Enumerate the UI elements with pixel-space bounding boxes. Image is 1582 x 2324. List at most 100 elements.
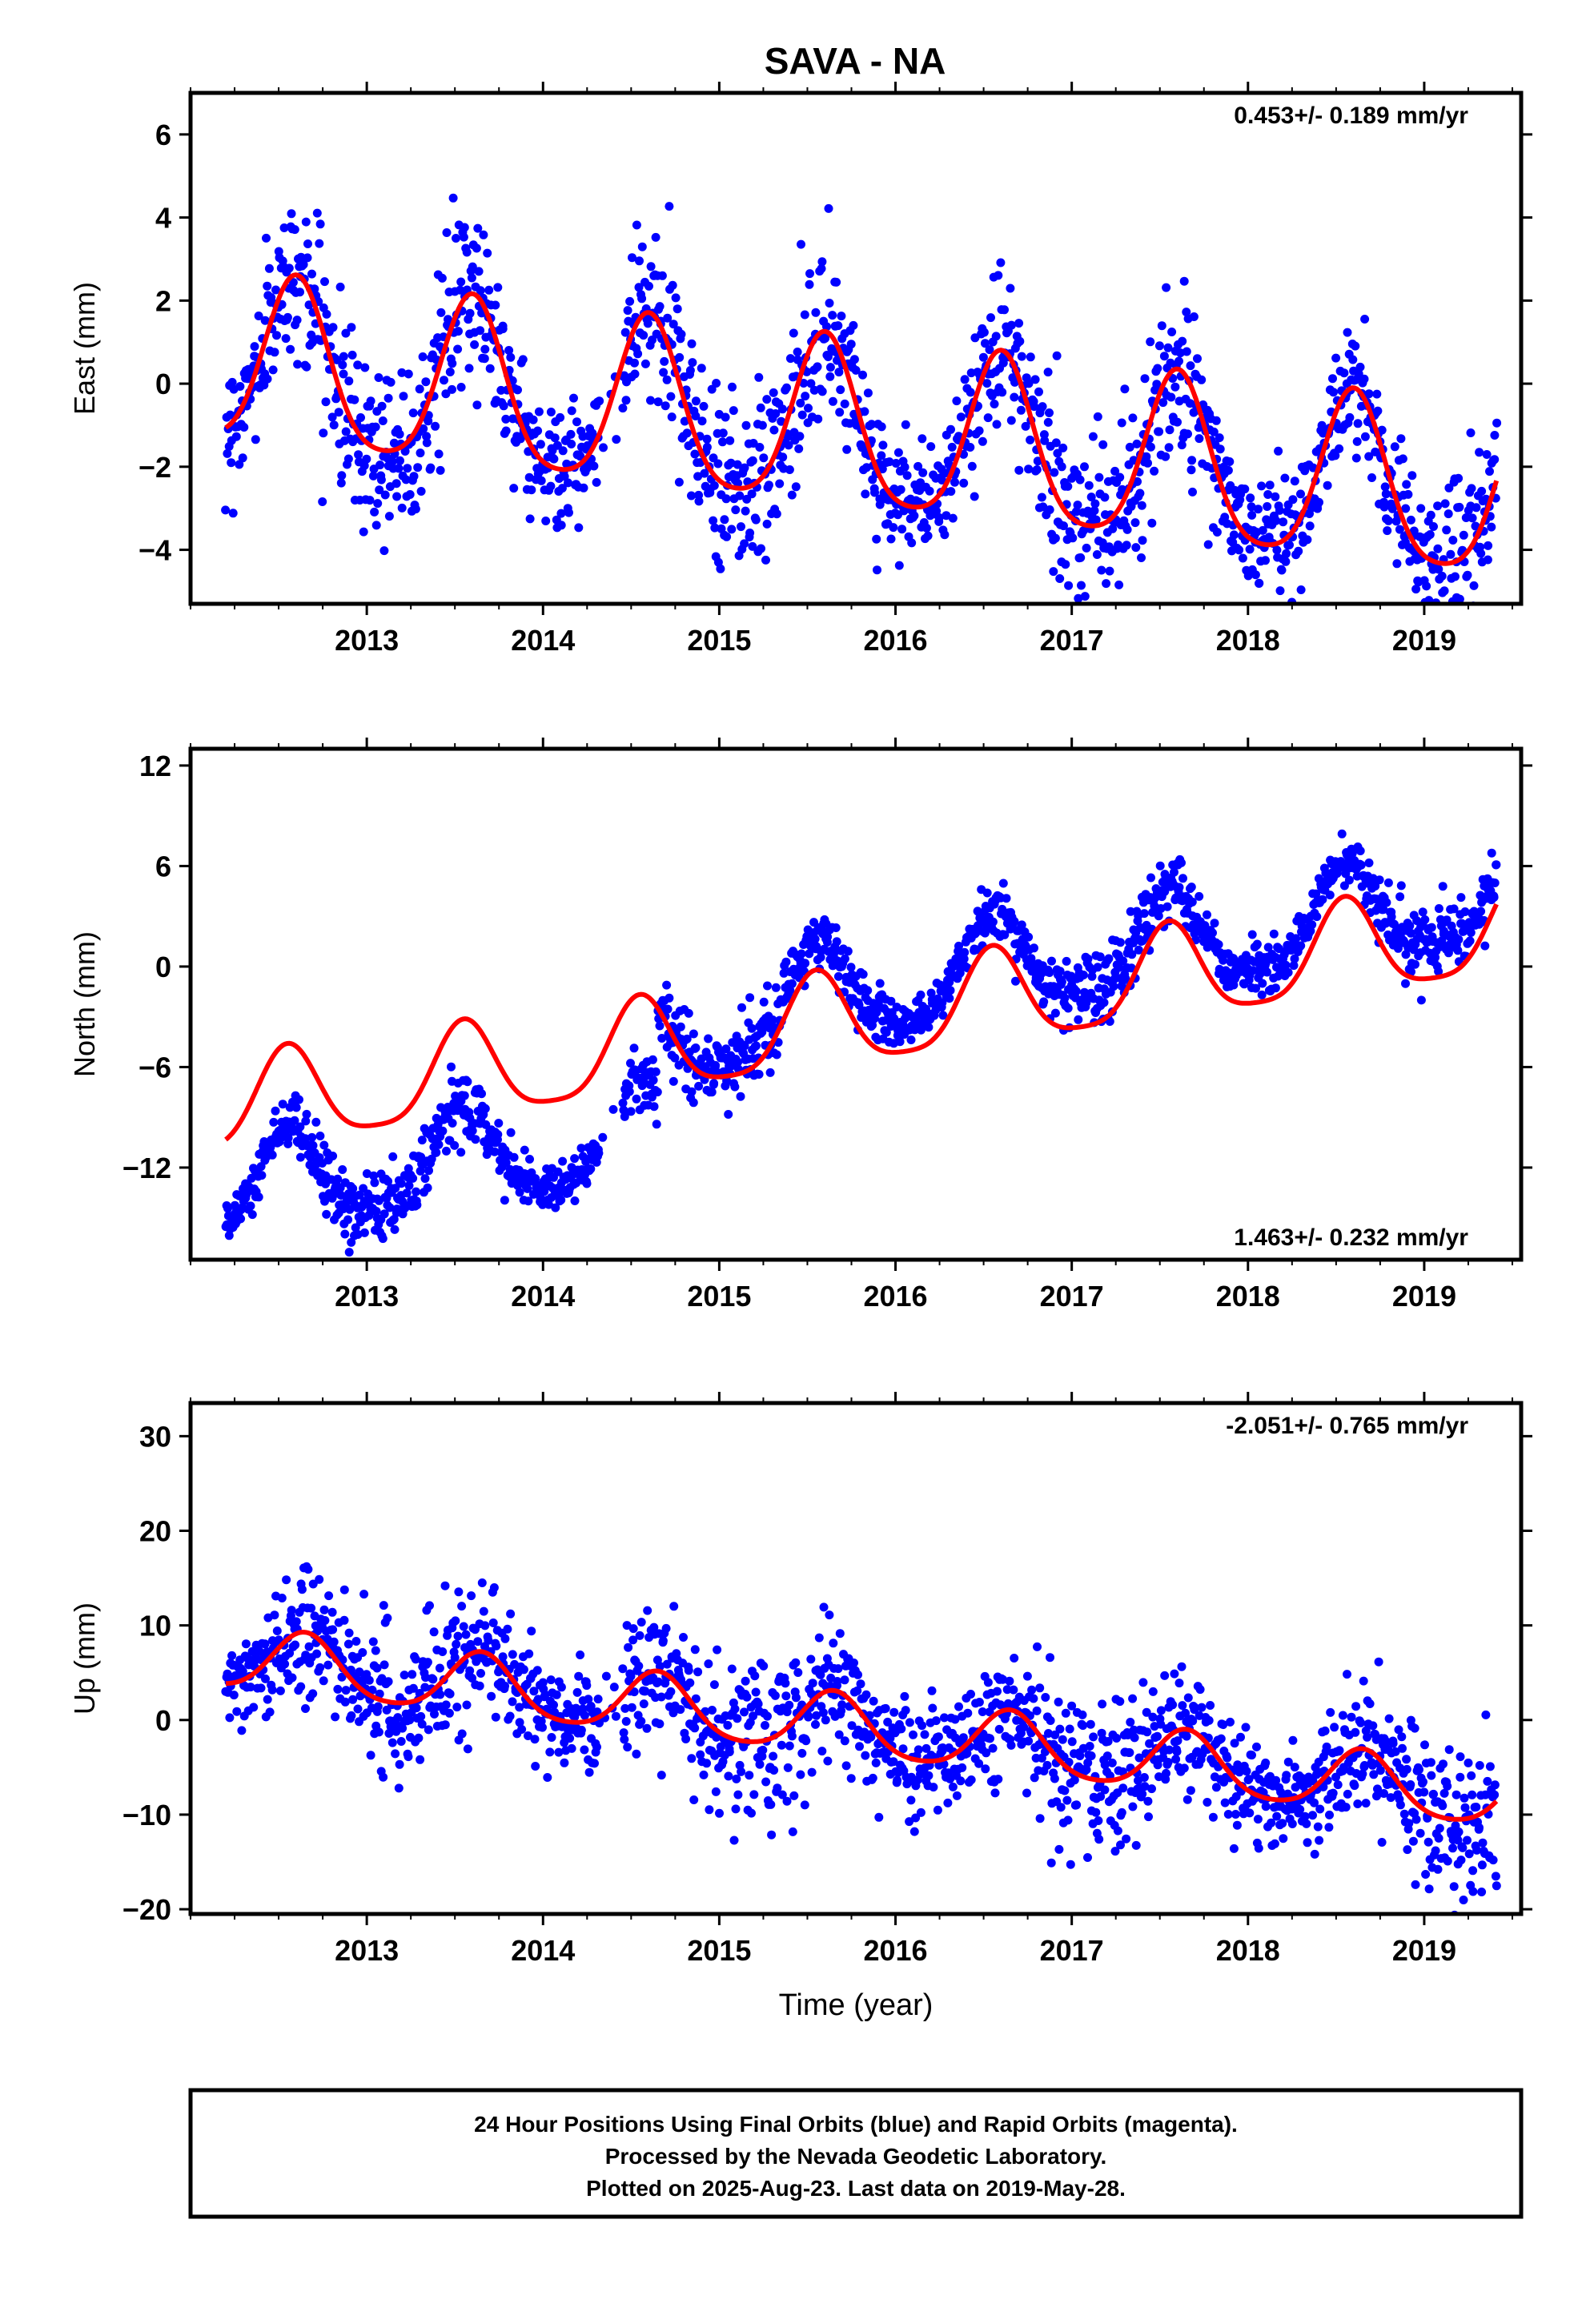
data-point <box>288 278 298 287</box>
data-point <box>693 472 703 481</box>
data-point <box>442 1146 451 1156</box>
data-point <box>871 1758 881 1767</box>
data-point <box>411 505 420 514</box>
data-point <box>1254 1844 1263 1853</box>
data-point <box>716 564 725 573</box>
data-point <box>552 440 562 450</box>
data-point <box>883 1717 893 1727</box>
data-point <box>877 451 886 460</box>
data-point <box>1006 283 1015 293</box>
data-point <box>1172 1747 1182 1756</box>
data-point <box>769 1766 779 1775</box>
data-point <box>557 484 567 493</box>
data-point <box>608 1104 618 1114</box>
data-point <box>1240 485 1250 494</box>
data-point <box>623 306 632 316</box>
data-point <box>1359 374 1369 384</box>
data-point <box>1055 967 1065 976</box>
data-point <box>456 285 465 295</box>
data-point <box>1485 467 1494 476</box>
data-point <box>1216 1734 1226 1743</box>
data-point <box>483 248 492 258</box>
data-point <box>1331 353 1341 363</box>
data-point <box>733 1714 742 1723</box>
data-point <box>366 396 375 406</box>
data-point <box>375 460 385 470</box>
data-point <box>709 1680 719 1690</box>
data-point <box>1396 434 1406 444</box>
data-point <box>1134 1753 1144 1763</box>
data-point <box>434 1140 444 1149</box>
data-point <box>337 1672 347 1682</box>
data-point <box>1223 465 1233 475</box>
data-point <box>812 1711 821 1720</box>
data-points <box>221 829 1501 1257</box>
data-point <box>1059 521 1068 531</box>
data-point <box>764 480 773 490</box>
data-point <box>946 986 955 995</box>
data-point <box>1288 495 1298 505</box>
data-point <box>1248 966 1258 975</box>
data-point <box>659 368 669 377</box>
data-point <box>821 1715 830 1725</box>
data-point <box>374 373 383 382</box>
data-point <box>301 217 311 227</box>
data-point <box>1434 904 1443 913</box>
data-point <box>665 993 674 1003</box>
data-point <box>637 294 647 304</box>
data-point <box>576 1651 585 1659</box>
data-point <box>463 1077 472 1087</box>
data-point <box>223 1204 232 1213</box>
data-point <box>1100 1785 1110 1795</box>
data-point <box>1166 392 1176 402</box>
y-tick-label: 4 <box>155 202 171 235</box>
data-point <box>1091 515 1101 525</box>
data-point <box>1117 1807 1126 1817</box>
data-point <box>801 959 810 968</box>
data-point <box>400 1671 409 1680</box>
data-point <box>247 1210 257 1220</box>
data-point <box>1110 1847 1120 1856</box>
data-point <box>284 263 294 273</box>
data-point <box>1364 452 1374 461</box>
data-point <box>436 308 446 317</box>
data-point <box>733 1790 743 1799</box>
data-point <box>290 225 299 235</box>
data-point <box>1229 530 1239 540</box>
data-point <box>807 1767 817 1777</box>
data-point <box>1318 895 1327 904</box>
data-point <box>1006 416 1016 425</box>
data-point <box>546 481 556 491</box>
data-point <box>1416 995 1426 1005</box>
data-point <box>1425 530 1435 539</box>
data-point <box>963 1708 973 1718</box>
data-point <box>1244 1775 1254 1784</box>
data-point <box>621 1717 631 1726</box>
data-point <box>1295 1805 1305 1814</box>
data-point <box>1416 504 1426 513</box>
data-point <box>849 1659 858 1667</box>
data-point <box>725 436 735 445</box>
data-point <box>476 1669 485 1678</box>
data-point <box>697 416 707 426</box>
data-point <box>621 396 631 405</box>
data-point <box>1183 1693 1193 1703</box>
data-point <box>986 313 995 323</box>
data-point <box>926 442 936 452</box>
data-point <box>1143 458 1152 468</box>
data-point <box>923 531 933 541</box>
data-point <box>1371 882 1380 891</box>
data-point <box>620 328 630 337</box>
data-point <box>567 1743 576 1753</box>
data-point <box>740 539 749 549</box>
data-point <box>262 233 271 243</box>
data-point <box>303 253 312 263</box>
data-point <box>1214 939 1223 949</box>
data-point <box>881 1027 891 1037</box>
data-point <box>823 352 833 361</box>
data-point <box>849 355 859 364</box>
data-point <box>576 1144 586 1153</box>
data-point <box>647 1092 656 1102</box>
data-point <box>546 408 556 416</box>
data-point <box>804 404 813 413</box>
